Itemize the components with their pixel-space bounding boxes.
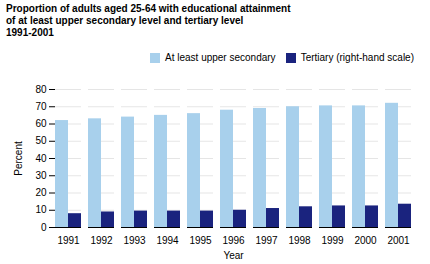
svg-text:70: 70	[35, 101, 47, 112]
svg-text:Year: Year	[223, 250, 244, 261]
svg-text:40: 40	[35, 153, 47, 164]
svg-text:1994: 1994	[156, 235, 179, 246]
svg-text:10: 10	[35, 204, 47, 215]
svg-text:1992: 1992	[90, 235, 113, 246]
svg-text:50: 50	[35, 135, 47, 146]
html-text:Proportion of adults aged 25-6: Proportion of adults aged 25-64 with edu…	[6, 3, 291, 38]
svg-text:0: 0	[41, 222, 47, 233]
svg-text:30: 30	[35, 170, 47, 181]
svg-text:1997: 1997	[255, 235, 278, 246]
svg-text:1999: 1999	[321, 235, 344, 246]
svg-text:2001: 2001	[387, 235, 410, 246]
svg-text:1996: 1996	[222, 235, 245, 246]
svg-text:1991: 1991	[57, 235, 80, 246]
svg-text:80: 80	[35, 84, 47, 95]
svg-text:Percent: Percent	[13, 141, 24, 176]
svg-text:1998: 1998	[288, 235, 311, 246]
svg-text:20: 20	[35, 187, 47, 198]
svg-text:1993: 1993	[123, 235, 146, 246]
html-text:Tertiary (right-hand scale): Tertiary (right-hand scale)	[300, 52, 414, 63]
html-text:At least upper secondary: At least upper secondary	[165, 52, 276, 63]
svg-text:1995: 1995	[189, 235, 212, 246]
svg-text:2000: 2000	[354, 235, 377, 246]
svg-text:60: 60	[35, 118, 47, 129]
